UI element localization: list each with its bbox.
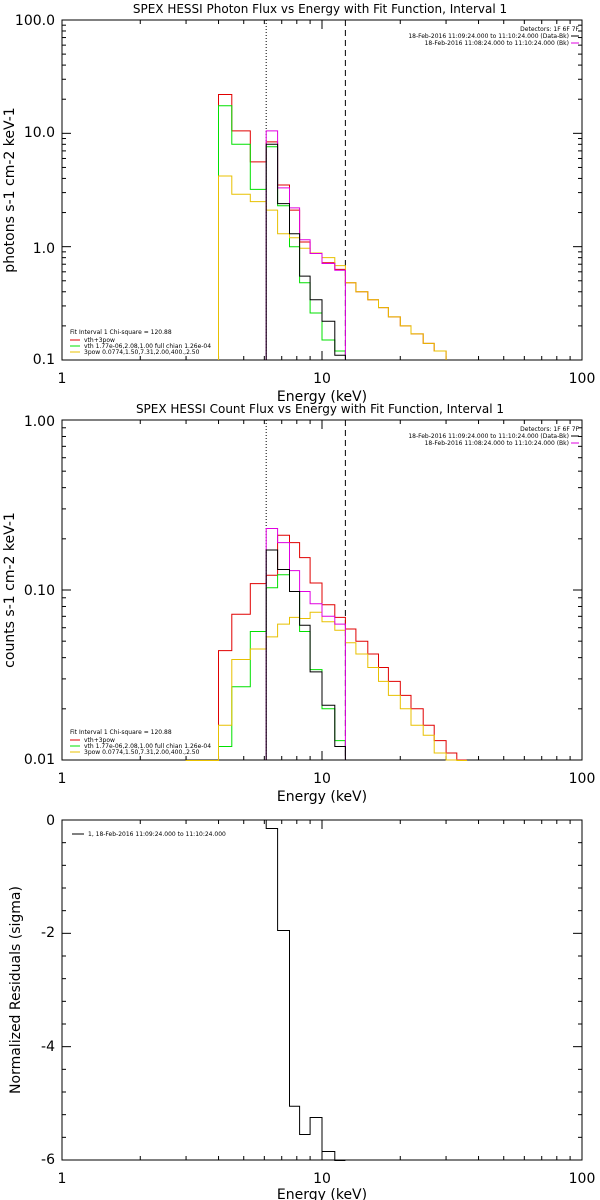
residuals-ytick-1: -4 [41, 1039, 55, 1055]
photon-flux-panel: SPEX HESSI Photon Flux vs Energy with Fi… [2, 2, 595, 405]
residuals-ytick-0: -6 [41, 1152, 55, 1168]
count-flux-xlabel: Energy (keV) [277, 789, 367, 805]
photon-flux-series [218, 20, 447, 360]
photon-flux-series-yellow [218, 175, 447, 360]
count-flux-panel: SPEX HESSI Count Flux vs Energy with Fit… [2, 402, 595, 805]
photon-flux-xtick-0: 1 [58, 371, 67, 387]
photon-flux-ytick-0: 0.1 [33, 352, 55, 368]
count-flux-xtick-1: 10 [313, 771, 331, 787]
count-flux-ylabel: counts s-1 cm-2 keV-1 [2, 512, 18, 668]
count-flux-ticks [61, 420, 582, 761]
photon-flux-ticks [61, 20, 582, 361]
count-flux-series-magenta [265, 528, 346, 760]
count-flux-legend-header: Fit Interval 1 Chi-square = 120.88 [70, 729, 172, 736]
photon-flux-xlabel: Energy (keV) [277, 389, 367, 405]
count-flux-info-line1: 18-Feb-2016 11:09:24.000 to 11:10:24.000… [408, 433, 569, 440]
photon-flux-series-green [218, 105, 346, 360]
residuals-ticks [61, 819, 582, 1161]
count-flux-series-black [265, 549, 346, 760]
residuals-legend-label-0: 1, 18-Feb-2016 11:09:24.000 to 11:10:24.… [88, 831, 226, 838]
residuals-xtick-1: 10 [313, 1171, 331, 1187]
photon-flux-legend-label-2: 3pow 0.0774,1.50,7.31,2.00,400.,2.50 [84, 349, 200, 356]
residuals-xlabel: Energy (keV) [277, 1187, 367, 1200]
count-flux-info-line2: 18-Feb-2016 11:08:24.000 to 11:10:24.000… [425, 440, 569, 447]
photon-flux-ytick-2: 10.0 [24, 125, 55, 141]
photon-flux-title: SPEX HESSI Photon Flux vs Energy with Fi… [133, 2, 507, 16]
count-flux-series [185, 420, 468, 761]
photon-flux-legend-label-1: vth 1.77e-06,2.08,1.00 full chian 1.26e-… [84, 343, 211, 350]
photon-flux-detectors: Detectors: 1F 6F 7F [520, 26, 579, 33]
residuals-ylabel: Normalized Residuals (sigma) [8, 886, 24, 1094]
photon-flux-xtick-2: 100 [569, 371, 596, 387]
count-flux-xtick-0: 1 [58, 771, 67, 787]
count-flux-series-yellow [185, 611, 468, 761]
photon-flux-xtick-1: 10 [313, 371, 331, 387]
count-flux-series-red [218, 534, 467, 761]
photon-flux-info-line2: 18-Feb-2016 11:08:24.000 to 11:10:24.000… [425, 40, 569, 47]
count-flux-ytick-0: 0.01 [24, 752, 55, 768]
photon-flux-series-black [265, 143, 346, 360]
photon-flux-ylabel: photons s-1 cm-2 keV-1 [2, 107, 18, 272]
residuals-xtick-0: 1 [58, 1171, 67, 1187]
count-flux-detectors: Detectors: 1F 6F 7F [520, 426, 579, 433]
residuals-ytick-3: 0 [46, 813, 55, 829]
count-flux-xtick-2: 100 [569, 771, 596, 787]
photon-flux-ytick-3: 100.0 [15, 13, 55, 29]
photon-flux-series-red [218, 94, 447, 360]
photon-flux-legend-header: Fit Interval 1 Chi-square = 120.88 [70, 329, 172, 336]
count-flux-legend-label-1: vth 1.77e-06,2.08,1.00 full chian 1.26e-… [84, 743, 211, 750]
photon-flux-info-line1: 18-Feb-2016 11:09:24.000 to 11:10:24.000… [408, 33, 569, 40]
count-flux-legend-label-0: vth+3pow [84, 737, 115, 744]
residuals-ytick-2: -2 [41, 925, 55, 941]
count-flux-series-green [218, 574, 346, 760]
count-flux-title: SPEX HESSI Count Flux vs Energy with Fit… [136, 402, 504, 416]
residuals-series [265, 820, 346, 1161]
residuals-plot-frame [61, 819, 583, 1161]
photon-flux-ytick-1: 1.0 [33, 241, 55, 257]
residuals-series-black [265, 820, 346, 1161]
count-flux-ytick-2: 1.00 [24, 414, 55, 430]
photon-flux-legend-label-0: vth+3pow [84, 337, 115, 344]
residuals-panel: -6 -4 -2 0 1 10 100 Energy (keV) Normali… [8, 813, 595, 1200]
residuals-xtick-2: 100 [569, 1171, 596, 1187]
count-flux-ytick-1: 0.10 [24, 583, 55, 599]
count-flux-legend-label-2: 3pow 0.0774,1.50,7.31,2.00,400.,2.50 [84, 749, 200, 756]
